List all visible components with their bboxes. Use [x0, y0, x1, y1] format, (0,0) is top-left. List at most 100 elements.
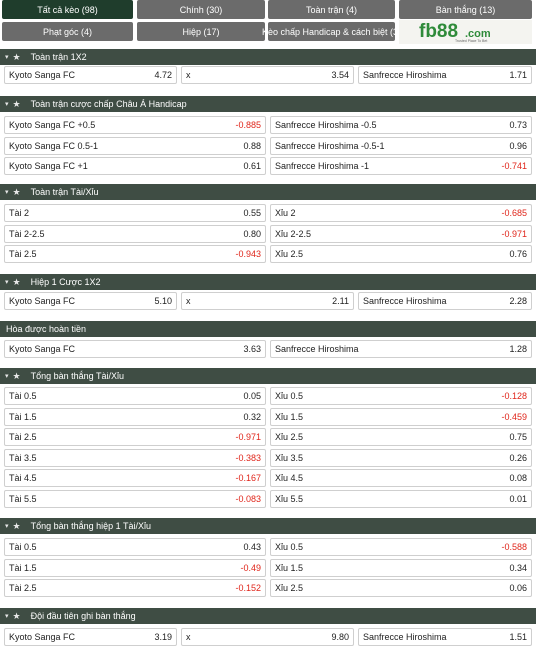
odds-value: -0.49	[240, 563, 261, 573]
odds-cell[interactable]: Tài 1.5 0.32	[4, 408, 266, 426]
odds-cell[interactable]: Tài 4.5 -0.167	[4, 469, 266, 487]
section-header[interactable]: ▾ ★ Toàn trận Tài/Xỉu	[0, 184, 536, 200]
section-header[interactable]: ▾ ★ Đội đầu tiên ghi bàn thắng	[0, 608, 536, 624]
selection-label: Xỉu 3.5	[275, 453, 304, 463]
collapse-chevron-icon[interactable]: ▾	[5, 54, 9, 61]
odds-cell[interactable]: Sanfrecce Hiroshima 1.28	[270, 340, 532, 358]
selection-label: Xỉu 0.5	[275, 391, 304, 401]
odds-cell[interactable]: Xỉu 4.5 0.08	[270, 469, 532, 487]
favorite-star-icon[interactable]: ★	[12, 98, 21, 109]
odds-value: -0.943	[235, 249, 261, 259]
odds-value: 3.19	[154, 632, 172, 642]
favorite-star-icon[interactable]: ★	[12, 520, 21, 531]
odds-cell[interactable]: Tài 0.5 0.05	[4, 387, 266, 405]
odds-cell[interactable]: Kyoto Sanga FC +1 0.61	[4, 157, 266, 175]
odds-value: 0.34	[509, 563, 527, 573]
odds-cell[interactable]: Xỉu 2.5 0.06	[270, 579, 532, 597]
tab-full-match[interactable]: Toàn trận (4)	[268, 0, 395, 19]
collapse-chevron-icon[interactable]: ▾	[5, 373, 9, 380]
odds-cell[interactable]: Sanfrecce Hiroshima 1.71	[358, 66, 532, 84]
odds-cell[interactable]: Xỉu 2.5 0.76	[270, 245, 532, 263]
tab-handicap[interactable]: Kèo chấp Handicap & cách biệt (3)	[262, 22, 401, 41]
odds-cell[interactable]: Sanfrecce Hiroshima 2.28	[358, 292, 532, 310]
odds-cell[interactable]: Xỉu 0.5 -0.128	[270, 387, 532, 405]
section-icons: ▾ ★	[5, 277, 25, 288]
odds-cell[interactable]: Tài 0.5 0.43	[4, 538, 266, 556]
odds-value: 0.32	[243, 412, 261, 422]
selection-label: Kyoto Sanga FC	[9, 632, 76, 642]
odds-cell[interactable]: Kyoto Sanga FC 5.10	[4, 292, 177, 310]
section-icons: ▾ ★	[5, 187, 25, 198]
odds-cell[interactable]: x 9.80	[181, 628, 354, 646]
section-header[interactable]: ▾ ★ Toàn trận 1X2	[0, 49, 536, 65]
odds-cell[interactable]: Xỉu 0.5 -0.588	[270, 538, 532, 556]
odds-cell[interactable]: Sanfrecce Hiroshima 1.51	[358, 628, 532, 646]
odds-cell[interactable]: Tài 2 0.55	[4, 204, 266, 222]
selection-label: Kyoto Sanga FC +1	[9, 161, 88, 171]
odds-cell[interactable]: Xỉu 3.5 0.26	[270, 449, 532, 467]
collapse-chevron-icon[interactable]: ▾	[5, 613, 9, 620]
collapse-chevron-icon[interactable]: ▾	[5, 101, 9, 108]
odds-cell[interactable]: Xỉu 2 -0.685	[270, 204, 532, 222]
odds-cell[interactable]: Xỉu 2.5 0.75	[270, 428, 532, 446]
odds-cell[interactable]: Tài 5.5 -0.083	[4, 490, 266, 508]
odds-value: 3.63	[243, 344, 261, 354]
section-header[interactable]: ▾ ★ Toàn trận cược chấp Châu Á Handicap	[0, 96, 536, 112]
selection-label: Xỉu 2.5	[275, 432, 304, 442]
selection-label: Tài 1.5	[9, 563, 37, 573]
collapse-chevron-icon[interactable]: ▾	[5, 189, 9, 196]
section-header[interactable]: ▾ ★ Tổng bàn thắng hiệp 1 Tài/Xỉu	[0, 518, 536, 534]
odds-cell[interactable]: Kyoto Sanga FC 3.63	[4, 340, 266, 358]
odds-cell[interactable]: x 3.54	[181, 66, 354, 84]
section-header[interactable]: ▾ ★ Hiệp 1 Cược 1X2	[0, 274, 536, 290]
tab-corners[interactable]: Phạt góc (4)	[2, 22, 133, 41]
odds-cell[interactable]: Tài 1.5 -0.49	[4, 559, 266, 577]
odds-cell[interactable]: Xỉu 1.5 0.34	[270, 559, 532, 577]
favorite-star-icon[interactable]: ★	[12, 370, 21, 381]
tab-main[interactable]: Chính (30)	[137, 0, 265, 19]
odds-cell[interactable]: Tài 2.5 -0.152	[4, 579, 266, 597]
selection-label: Kyoto Sanga FC	[9, 296, 76, 306]
odds-value: 0.88	[243, 141, 261, 151]
section-title: Hiệp 1 Cược 1X2	[30, 277, 101, 287]
favorite-star-icon[interactable]: ★	[12, 186, 21, 197]
section-title: Toàn trận 1X2	[30, 52, 87, 62]
collapse-chevron-icon[interactable]: ▾	[5, 523, 9, 530]
odds-cell[interactable]: Xỉu 1.5 -0.459	[270, 408, 532, 426]
odds-cell[interactable]: Tài 2-2.5 0.80	[4, 225, 266, 243]
odds-cell[interactable]: Kyoto Sanga FC 0.5-1 0.88	[4, 137, 266, 155]
odds-cell[interactable]: Kyoto Sanga FC 3.19	[4, 628, 177, 646]
odds-cell[interactable]: Kyoto Sanga FC 4.72	[4, 66, 177, 84]
odds-value: -0.971	[235, 432, 261, 442]
tab-half[interactable]: Hiệp (17)	[137, 22, 265, 41]
section-header[interactable]: Hòa được hoàn tiền	[0, 321, 536, 337]
odds-cell[interactable]: Xỉu 2-2.5 -0.971	[270, 225, 532, 243]
selection-label: x	[186, 632, 191, 642]
odds-cell[interactable]: Sanfrecce Hiroshima -0.5 0.73	[270, 116, 532, 134]
odds-cell[interactable]: Tài 3.5 -0.383	[4, 449, 266, 467]
odds-value: -0.167	[235, 473, 261, 483]
favorite-star-icon[interactable]: ★	[12, 276, 21, 287]
odds-cell[interactable]: Tài 2.5 -0.971	[4, 428, 266, 446]
odds-cell[interactable]: Sanfrecce Hiroshima -1 -0.741	[270, 157, 532, 175]
odds-value: 0.76	[509, 249, 527, 259]
section-header[interactable]: ▾ ★ Tổng bàn thắng Tài/Xỉu	[0, 368, 536, 384]
selection-label: x	[186, 70, 191, 80]
odds-value: 0.01	[509, 494, 527, 504]
odds-cell[interactable]: Xỉu 5.5 0.01	[270, 490, 532, 508]
section-title: Tổng bàn thắng hiệp 1 Tài/Xỉu	[30, 521, 152, 531]
collapse-chevron-icon[interactable]: ▾	[5, 279, 9, 286]
odds-cell[interactable]: Sanfrecce Hiroshima -0.5-1 0.96	[270, 137, 532, 155]
favorite-star-icon[interactable]: ★	[12, 610, 21, 621]
tab-all[interactable]: Tất cả kèo (98)	[2, 0, 133, 19]
tab-goals[interactable]: Bàn thắng (13)	[399, 0, 532, 19]
odds-value: 0.73	[509, 120, 527, 130]
odds-cell[interactable]: x 2.11	[181, 292, 354, 310]
favorite-star-icon[interactable]: ★	[12, 51, 21, 62]
odds-value: 0.08	[509, 473, 527, 483]
odds-cell[interactable]: Kyoto Sanga FC +0.5 -0.885	[4, 116, 266, 134]
selection-label: Sanfrecce Hiroshima -1	[275, 161, 370, 171]
selection-label: Sanfrecce Hiroshima	[363, 296, 447, 306]
selection-label: Tài 0.5	[9, 542, 37, 552]
odds-cell[interactable]: Tài 2.5 -0.943	[4, 245, 266, 263]
